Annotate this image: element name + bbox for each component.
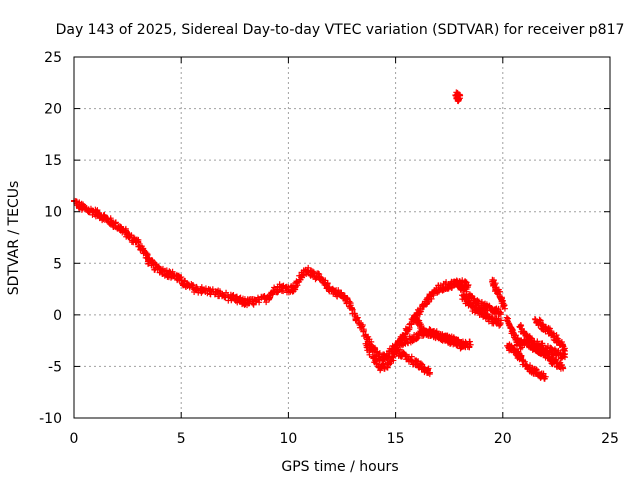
data-point — [433, 328, 440, 335]
data-point — [542, 373, 549, 380]
x-axis-label: GPS time / hours — [281, 459, 398, 475]
y-tick-label: 5 — [53, 256, 62, 272]
data-point — [402, 331, 409, 338]
grid-lines — [74, 57, 610, 418]
x-tick-label: 25 — [601, 431, 619, 447]
data-point — [459, 338, 466, 345]
data-point — [492, 280, 499, 287]
data-point — [511, 332, 518, 339]
data-point — [190, 282, 197, 289]
data-point — [112, 220, 119, 227]
y-tick-label: -5 — [48, 359, 62, 375]
data-point — [374, 357, 381, 364]
data-point — [455, 336, 462, 343]
y-tick-label: 20 — [44, 102, 62, 118]
data-point — [338, 289, 345, 296]
data-point — [376, 350, 383, 357]
plot-frame — [73, 56, 611, 419]
data-point — [537, 317, 544, 324]
data-point — [455, 96, 462, 103]
data-point — [559, 364, 566, 371]
data-point — [467, 341, 474, 348]
axis-ticks: 0 5 10 15 20 25 -10 -5 0 5 10 15 20 25 — [39, 50, 619, 447]
data-point — [549, 354, 556, 361]
x-tick-label: 0 — [70, 431, 79, 447]
data-point — [561, 347, 568, 354]
data-point — [497, 320, 504, 327]
data-point — [526, 338, 533, 345]
data-point — [176, 274, 183, 281]
x-tick-label: 5 — [177, 431, 186, 447]
data-point — [518, 322, 525, 329]
data-point — [548, 345, 555, 352]
data-point — [497, 309, 504, 316]
data-point — [500, 301, 507, 308]
data-point — [539, 340, 546, 347]
data-point — [399, 339, 406, 346]
data-point — [535, 343, 542, 350]
data-point — [527, 362, 534, 369]
x-tick-label: 20 — [494, 431, 512, 447]
y-tick-label: -10 — [39, 411, 62, 427]
data-point — [456, 95, 463, 102]
chart-title: Day 143 of 2025, Sidereal Day-to-day VTE… — [56, 22, 625, 38]
y-tick-label: 10 — [44, 205, 62, 221]
data-point — [448, 285, 455, 292]
y-axis-label: SDTVAR / TECUs — [6, 181, 22, 296]
data-point — [466, 338, 473, 345]
x-tick-label: 15 — [387, 431, 405, 447]
data-point — [495, 305, 502, 312]
data-point — [555, 335, 562, 342]
data-point — [249, 300, 256, 307]
data-point — [202, 285, 209, 292]
data-point — [425, 296, 432, 303]
data-point — [104, 215, 111, 222]
data-point — [366, 351, 373, 358]
data-point — [520, 329, 527, 336]
data-point — [503, 314, 510, 321]
y-tick-label: 25 — [44, 50, 62, 66]
data-point — [509, 325, 516, 332]
x-tick-label: 10 — [279, 431, 297, 447]
data-point — [465, 281, 472, 288]
data-point — [324, 280, 331, 287]
data-point — [256, 299, 263, 306]
data-point — [135, 238, 142, 245]
data-point — [558, 361, 565, 368]
data-point — [456, 279, 463, 286]
data-point — [561, 346, 568, 353]
data-point — [401, 350, 408, 357]
y-tick-label: 15 — [44, 153, 62, 169]
data-point — [369, 347, 376, 354]
data-point — [360, 327, 367, 334]
data-point — [112, 219, 119, 226]
data-point — [373, 360, 380, 367]
data-point — [531, 342, 538, 349]
data-point — [390, 354, 397, 361]
data-point — [561, 354, 568, 361]
data-point — [123, 227, 130, 234]
data-point — [413, 311, 420, 318]
data-point — [426, 369, 433, 376]
data-points — [71, 89, 568, 382]
data-point — [417, 308, 424, 315]
data-point — [521, 328, 528, 335]
data-point — [430, 292, 437, 299]
data-point — [518, 353, 525, 360]
data-point — [501, 305, 508, 312]
data-point — [553, 357, 560, 364]
y-tick-label: 0 — [53, 308, 62, 324]
data-point — [461, 341, 468, 348]
data-point — [462, 278, 469, 285]
data-point — [250, 301, 257, 308]
